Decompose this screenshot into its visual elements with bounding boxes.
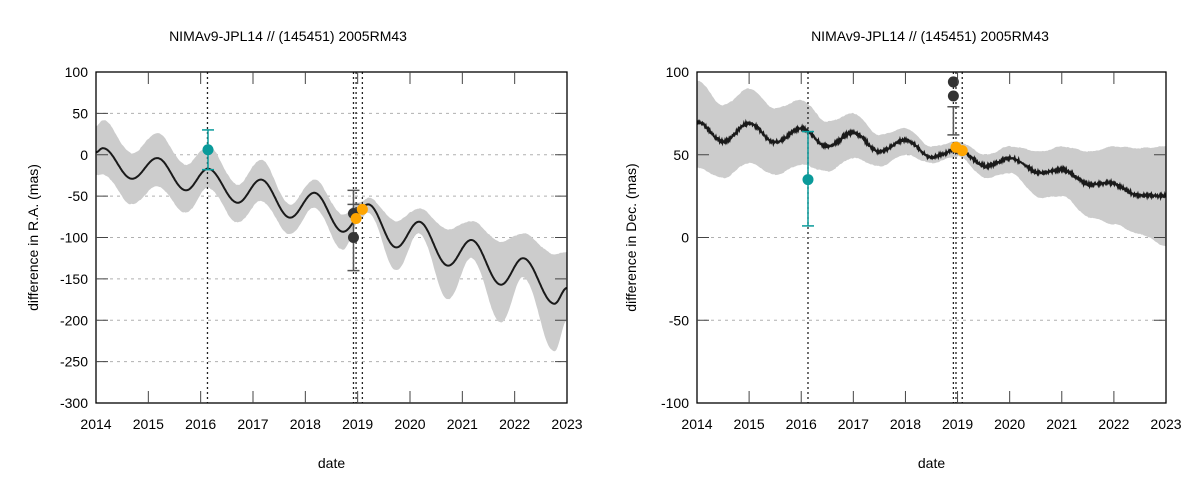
data-point-teal xyxy=(202,144,214,156)
series-line xyxy=(96,147,567,305)
y-tick-label: 0 xyxy=(80,147,88,163)
x-tick-label: 2022 xyxy=(499,416,530,432)
data-point-dark xyxy=(947,90,959,102)
x-tick-label: 2023 xyxy=(551,416,582,432)
x-tick-label: 2021 xyxy=(447,416,478,432)
y-axis-title: difference in R.A. (mas) xyxy=(25,164,41,311)
x-tick-label: 2014 xyxy=(80,416,111,432)
x-tick-label: 2014 xyxy=(681,416,712,432)
chart-title: NIMAv9-JPL14 // (145451) 2005RM43 xyxy=(811,28,1049,44)
x-tick-label: 2018 xyxy=(290,416,321,432)
y-axis-title: difference in Dec. (mas) xyxy=(623,163,639,311)
series-line xyxy=(697,118,1166,202)
y-tick-label: -100 xyxy=(661,395,689,411)
x-tick-label: 2022 xyxy=(1098,416,1129,432)
data-point-dark xyxy=(947,76,959,88)
x-tick-label: 2020 xyxy=(394,416,425,432)
data-point-teal xyxy=(802,174,814,186)
y-tick-label: 100 xyxy=(65,64,89,80)
y-tick-label: -50 xyxy=(68,188,88,204)
y-tick-label: -150 xyxy=(60,271,88,287)
y-tick-label: -200 xyxy=(60,312,88,328)
x-axis-title: date xyxy=(318,455,345,471)
y-tick-label: 50 xyxy=(673,147,689,163)
x-tick-label: 2023 xyxy=(1150,416,1181,432)
plot-area xyxy=(697,80,1166,247)
y-tick-label: 0 xyxy=(681,230,689,246)
y-tick-label: -50 xyxy=(669,312,689,328)
y-tick-label: -250 xyxy=(60,354,88,370)
uncertainty-band xyxy=(697,80,1166,247)
x-tick-label: 2019 xyxy=(942,416,973,432)
x-tick-label: 2021 xyxy=(1046,416,1077,432)
plot-area xyxy=(96,120,567,352)
data-point-dark xyxy=(347,232,359,243)
chart-dec: 2014 2015 2016 2017 2018 2019 2020 2021 2022 2023… xyxy=(623,28,1182,471)
y-tick-label: -300 xyxy=(60,395,88,411)
data-point-orange xyxy=(956,145,968,157)
y-tick-label: -100 xyxy=(60,230,88,246)
x-tick-label: 2018 xyxy=(890,416,921,432)
x-tick-label: 2016 xyxy=(786,416,817,432)
x-tick-label: 2015 xyxy=(133,416,164,432)
x-tick-label: 2016 xyxy=(185,416,216,432)
chart-title: NIMAv9-JPL14 // (145451) 2005RM43 xyxy=(169,28,407,44)
data-point-orange xyxy=(350,212,362,224)
chart-ra: 2014 2015 2016 2017 2018 2019 2020 2021 2022 2023… xyxy=(25,28,583,471)
uncertainty-band xyxy=(96,120,567,352)
x-tick-label: 2019 xyxy=(342,416,373,432)
y-tick-label: 100 xyxy=(666,64,690,80)
x-tick-label: 2015 xyxy=(734,416,765,432)
x-tick-label: 2017 xyxy=(838,416,869,432)
y-tick-label: 50 xyxy=(72,105,88,121)
x-tick-label: 2017 xyxy=(237,416,268,432)
x-axis-title: date xyxy=(918,455,945,471)
x-tick-label: 2020 xyxy=(994,416,1025,432)
data-point-orange xyxy=(356,203,368,215)
